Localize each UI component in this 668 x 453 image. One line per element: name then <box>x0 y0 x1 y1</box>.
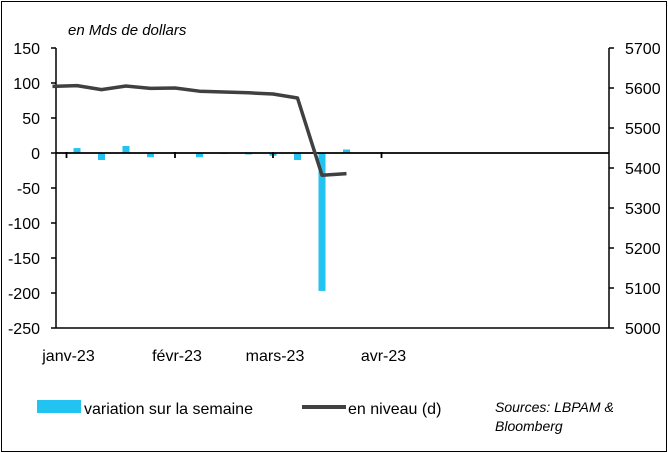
left-tick-label: 50 <box>22 111 40 128</box>
bar <box>122 146 130 153</box>
right-tick-label: 5700 <box>625 41 661 58</box>
x-tick-label: mars-23 <box>246 348 305 365</box>
x-tick-label: avr-23 <box>361 348 406 365</box>
right-tick-label: 5100 <box>625 281 661 298</box>
x-tick-label: janv-23 <box>41 348 95 365</box>
x-tick-marks <box>65 152 383 158</box>
right-tick-label: 5400 <box>625 161 661 178</box>
right-tick-label: 5500 <box>625 121 661 138</box>
right-tick-label: 5200 <box>625 241 661 258</box>
left-tick-labels: 150 100 50 0 -50 -100 -150 -200 -250 <box>8 41 56 338</box>
level-line <box>52 83 347 177</box>
source-note-line2: Bloomberg <box>495 418 563 434</box>
bar <box>147 153 154 158</box>
right-tick-labels: 5700 5600 5500 5400 5300 5200 5100 5000 <box>609 41 661 338</box>
legend-label-bars: variation sur la semaine <box>84 401 253 418</box>
legend-swatch-bars <box>37 400 81 413</box>
right-tick-label: 5600 <box>625 81 661 98</box>
bar <box>98 153 105 160</box>
left-tick-label: -50 <box>17 181 40 198</box>
left-tick-label: 150 <box>13 41 40 58</box>
right-tick-label: 5000 <box>625 321 661 338</box>
bar <box>343 149 350 153</box>
left-tick-label: 100 <box>13 76 40 93</box>
x-tick-labels: janv-23 févr-23 mars-23 avr-23 <box>41 348 406 365</box>
bar <box>196 153 203 158</box>
bar <box>73 148 81 153</box>
source-note-line1: Sources: LBPAM & <box>495 399 614 415</box>
left-tick-label: -200 <box>8 286 40 303</box>
left-tick-label: -150 <box>8 251 40 268</box>
left-tick-label: -100 <box>8 216 40 233</box>
legend: variation sur la semaine en niveau (d) <box>37 400 441 418</box>
left-tick-label: -250 <box>8 321 40 338</box>
x-tick-label: févr-23 <box>152 348 202 365</box>
axes <box>55 48 610 329</box>
unit-label: en Mds de dollars <box>68 22 187 39</box>
right-tick-label: 5300 <box>625 201 661 218</box>
bar <box>294 153 301 160</box>
source-note: Sources: LBPAM & Bloomberg <box>495 399 618 434</box>
left-tick-label: 0 <box>31 146 40 163</box>
legend-label-line: en niveau (d) <box>348 401 441 418</box>
bar-series <box>73 146 350 291</box>
bar <box>318 153 326 291</box>
